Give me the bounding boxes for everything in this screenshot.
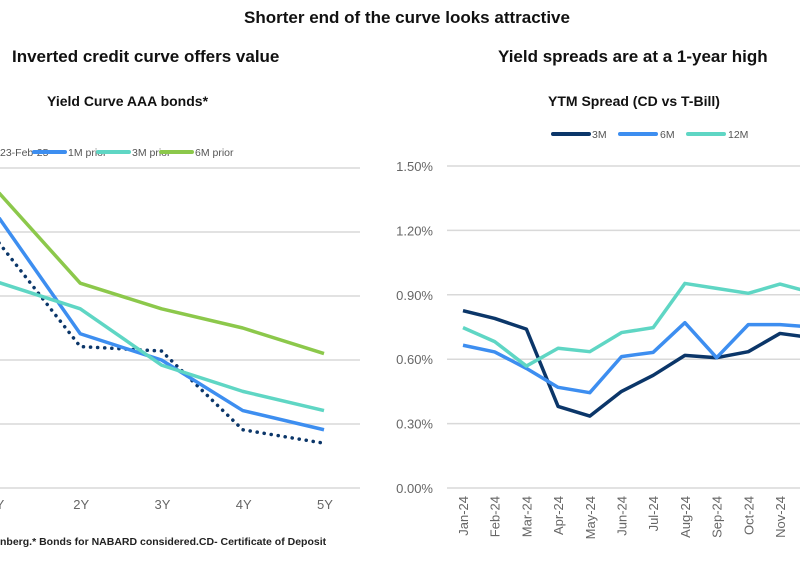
y-tick-label: 0.60% [396, 352, 433, 367]
series-line-6m [462, 320, 800, 395]
x-tick-label: Apr-24 [551, 496, 566, 535]
left-chart-title: Yield Curve AAA bonds* [47, 93, 209, 109]
x-tick-label: 4Y [236, 497, 252, 512]
x-tick-label: Jan-24 [456, 496, 471, 536]
x-tick-label: Oct-24 [741, 496, 756, 535]
x-tick-label: 3Y [155, 497, 171, 512]
series-line-3m-prior [0, 281, 325, 413]
main-title: Shorter end of the curve looks attractiv… [244, 8, 570, 27]
x-tick-label: Jul-24 [646, 496, 661, 531]
x-tick-label: 5Y [317, 497, 333, 512]
legend-label: 6M [660, 129, 675, 141]
x-tick-label: Feb-24 [488, 496, 503, 537]
y-tick-label: 0.00% [396, 481, 433, 496]
x-tick-label: May-24 [583, 496, 598, 539]
right-chart-title: YTM Spread (CD vs T-Bill) [548, 93, 720, 109]
x-tick-label: 2Y [73, 497, 89, 512]
y-tick-label: 0.90% [396, 288, 433, 303]
x-tick-label: Y [0, 497, 5, 512]
left-heading: Inverted credit curve offers value [12, 47, 279, 66]
legend-label: 1M prior [68, 147, 107, 159]
series-line-12m [462, 281, 800, 368]
series-line-23-feb-25 [0, 241, 326, 445]
footnote: nberg.* Bonds for NABARD considered.CD- … [0, 536, 327, 548]
right-heading: Yield spreads are at a 1-year high [498, 47, 768, 66]
x-tick-label: Aug-24 [678, 496, 693, 538]
legend-label: 12M [728, 129, 748, 141]
x-tick-label: Sep-24 [710, 496, 725, 538]
y-tick-label: 0.30% [396, 417, 433, 432]
y-tick-label: 1.50% [396, 159, 433, 174]
x-tick-label: Nov-24 [773, 496, 788, 538]
x-tick-label: Jun-24 [615, 496, 630, 536]
legend-label: 6M prior [195, 147, 234, 159]
legend-label: 3M [592, 129, 607, 141]
series-line-3m [462, 308, 800, 418]
series-line-6m-prior [0, 191, 325, 356]
x-tick-label: Mar-24 [519, 496, 534, 537]
y-tick-label: 1.20% [396, 223, 433, 238]
